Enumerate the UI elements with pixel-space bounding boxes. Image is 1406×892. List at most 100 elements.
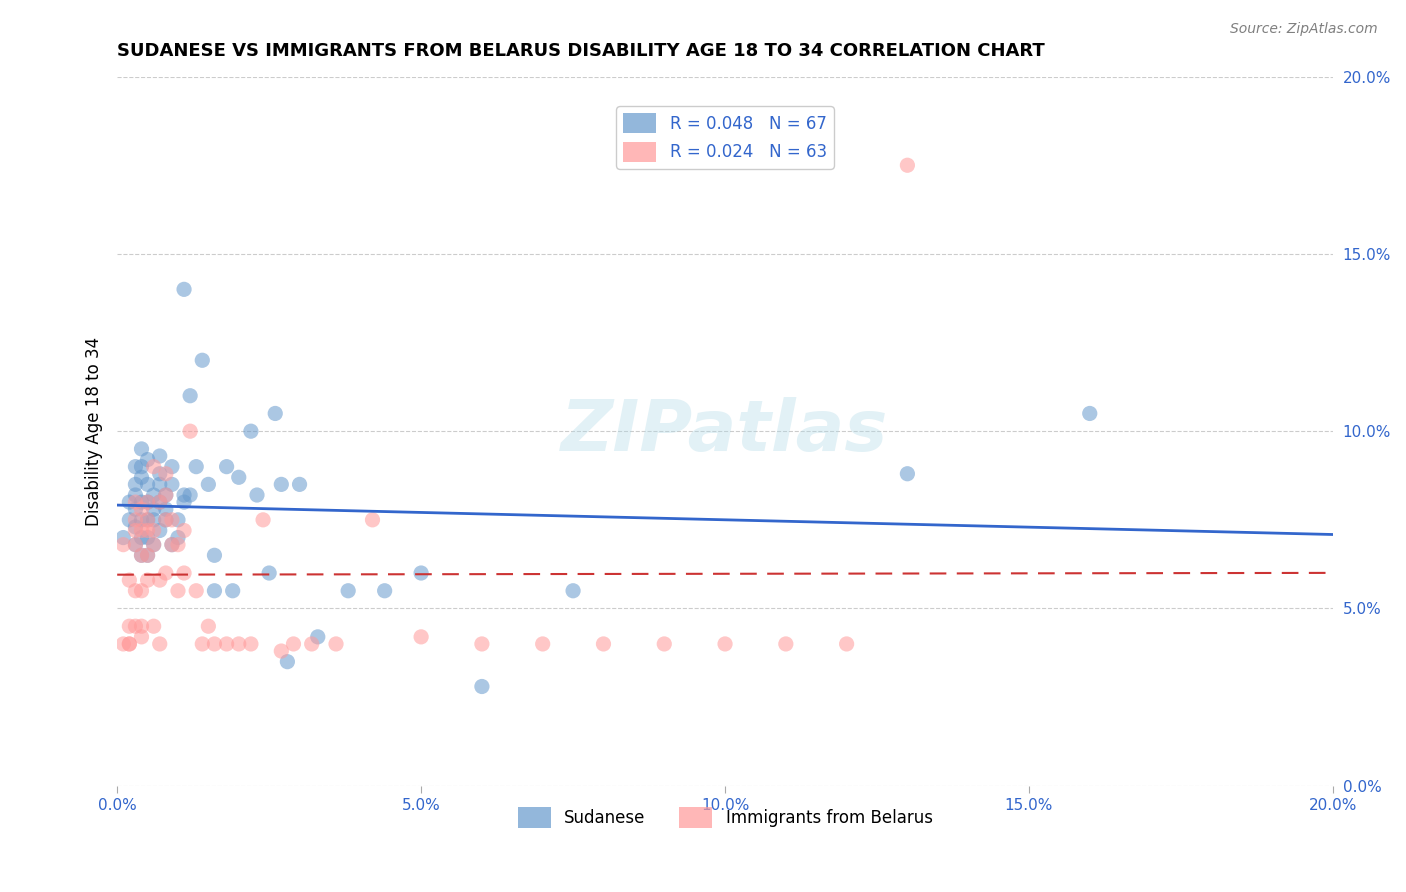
Point — [301, 637, 323, 651]
Point — [197, 619, 219, 633]
Point — [131, 619, 153, 633]
Point — [155, 566, 177, 580]
Point — [471, 637, 494, 651]
Point — [173, 282, 195, 296]
Point — [592, 637, 614, 651]
Text: Source: ZipAtlas.com: Source: ZipAtlas.com — [1230, 22, 1378, 37]
Point — [131, 495, 153, 509]
Point — [136, 513, 159, 527]
Point — [136, 524, 159, 538]
Point — [531, 637, 554, 651]
Point — [257, 566, 280, 580]
Point — [160, 477, 183, 491]
Point — [179, 488, 201, 502]
Point — [173, 495, 195, 509]
Point — [142, 459, 165, 474]
Point — [167, 513, 190, 527]
Point — [1078, 407, 1101, 421]
Point — [246, 488, 269, 502]
Point — [276, 655, 298, 669]
Point — [204, 637, 226, 651]
Point — [136, 513, 159, 527]
Point — [149, 573, 172, 587]
Point — [131, 583, 153, 598]
Point — [155, 488, 177, 502]
Point — [131, 513, 153, 527]
Point — [136, 495, 159, 509]
Point — [136, 495, 159, 509]
Text: ZIPatlas: ZIPatlas — [561, 397, 889, 466]
Point — [228, 470, 250, 484]
Point — [270, 477, 292, 491]
Point — [325, 637, 347, 651]
Point — [167, 531, 190, 545]
Point — [264, 407, 287, 421]
Point — [142, 488, 165, 502]
Point — [155, 488, 177, 502]
Point — [124, 477, 146, 491]
Point — [142, 513, 165, 527]
Point — [179, 389, 201, 403]
Point — [204, 583, 226, 598]
Point — [471, 680, 494, 694]
Point — [374, 583, 396, 598]
Point — [283, 637, 305, 651]
Point — [118, 637, 141, 651]
Point — [896, 467, 918, 481]
Point — [136, 549, 159, 563]
Point — [179, 424, 201, 438]
Point — [239, 637, 262, 651]
Point — [337, 583, 360, 598]
Point — [142, 619, 165, 633]
Point — [221, 583, 243, 598]
Point — [118, 513, 141, 527]
Point — [112, 538, 135, 552]
Point — [197, 477, 219, 491]
Point — [124, 488, 146, 502]
Point — [131, 630, 153, 644]
Legend: Sudanese, Immigrants from Belarus: Sudanese, Immigrants from Belarus — [510, 800, 939, 834]
Point — [131, 549, 153, 563]
Point — [714, 637, 737, 651]
Point — [361, 513, 384, 527]
Point — [124, 520, 146, 534]
Point — [149, 524, 172, 538]
Point — [149, 495, 172, 509]
Point — [124, 495, 146, 509]
Point — [131, 470, 153, 484]
Point — [124, 538, 146, 552]
Point — [160, 538, 183, 552]
Point — [191, 353, 214, 368]
Point — [167, 538, 190, 552]
Point — [191, 637, 214, 651]
Point — [149, 637, 172, 651]
Y-axis label: Disability Age 18 to 34: Disability Age 18 to 34 — [86, 336, 103, 525]
Point — [142, 524, 165, 538]
Point — [131, 442, 153, 456]
Point — [204, 549, 226, 563]
Point — [149, 477, 172, 491]
Point — [118, 637, 141, 651]
Point — [124, 502, 146, 516]
Point — [173, 566, 195, 580]
Point — [124, 538, 146, 552]
Point — [136, 549, 159, 563]
Point — [131, 502, 153, 516]
Point — [124, 459, 146, 474]
Point — [270, 644, 292, 658]
Point — [118, 619, 141, 633]
Point — [160, 538, 183, 552]
Point — [173, 524, 195, 538]
Point — [252, 513, 274, 527]
Point — [186, 459, 208, 474]
Point — [131, 549, 153, 563]
Point — [131, 459, 153, 474]
Point — [228, 637, 250, 651]
Point — [186, 583, 208, 598]
Point — [775, 637, 797, 651]
Point — [215, 459, 238, 474]
Point — [411, 566, 433, 580]
Point — [155, 467, 177, 481]
Point — [124, 619, 146, 633]
Point — [167, 583, 190, 598]
